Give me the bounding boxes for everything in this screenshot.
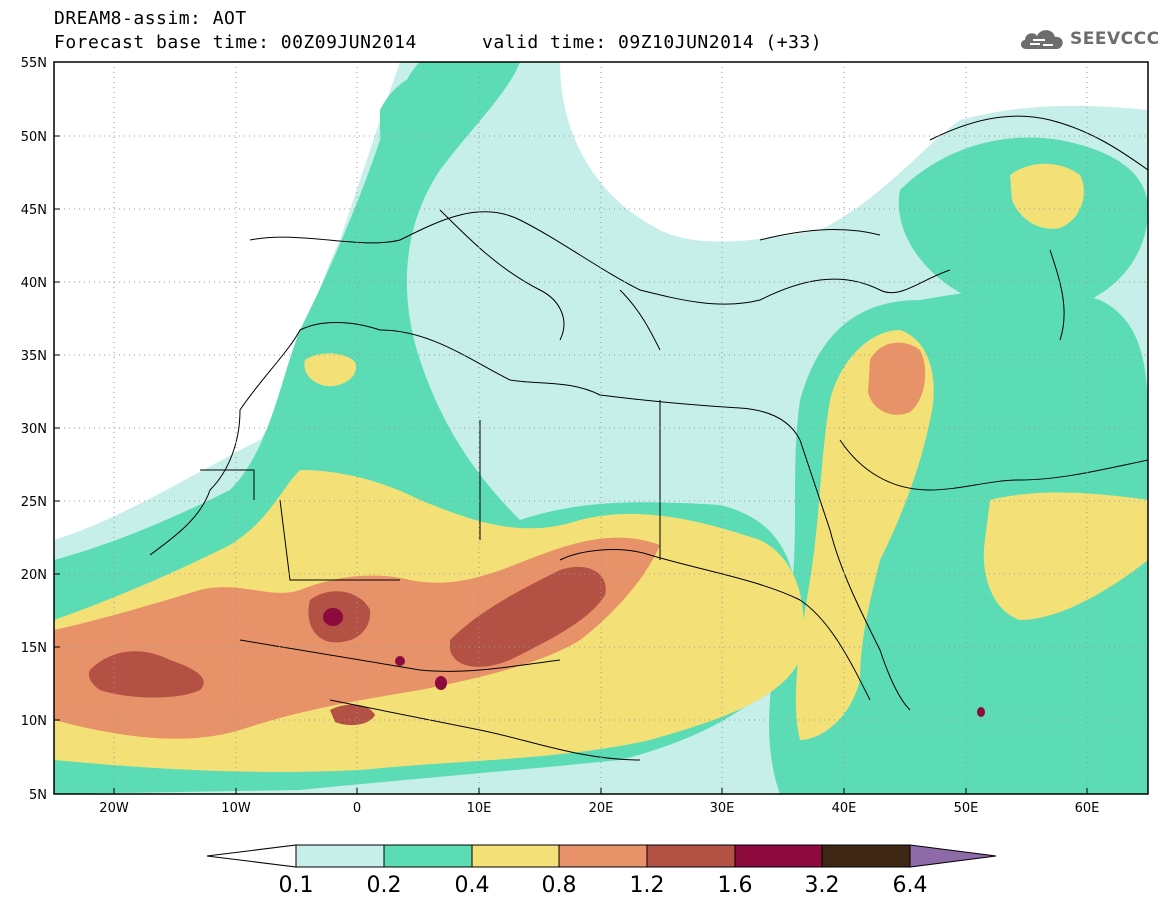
aot-field (54, 62, 1148, 794)
lon-label: 20W (99, 801, 129, 816)
colorbar-swatch (821, 844, 911, 868)
lon-label: 50E (954, 801, 979, 816)
colorbar-upper-arrow (909, 844, 997, 868)
valid-time: valid time: 09Z10JUN2014 (+33) (482, 32, 823, 53)
colorbar-lower-arrow (206, 844, 297, 868)
longitude-labels: 20W 10W 0 10E 20E 30E 40E 50E 60E (99, 801, 1099, 816)
colorbar-label: 0.1 (279, 873, 314, 898)
colorbar-swatch (295, 844, 385, 868)
lon-label: 0 (353, 801, 361, 816)
lon-label: 10E (467, 801, 492, 816)
lat-label: 50N (21, 130, 47, 145)
lat-label: 35N (21, 349, 47, 364)
latitude-labels: 55N 50N 45N 40N 35N 30N 25N 20N 15N 10N … (21, 56, 47, 803)
lon-label: 10W (221, 801, 251, 816)
lon-label: 60E (1075, 801, 1100, 816)
aot-band-1.2 (88, 566, 606, 726)
colorbar-swatch (734, 844, 823, 868)
lat-label: 5N (29, 788, 47, 803)
lon-label: 20E (589, 801, 614, 816)
colorbar-label: 6.4 (893, 873, 928, 898)
colorbar-label: 0.4 (455, 873, 490, 898)
axis-ticks (54, 61, 1088, 795)
colorbar-label: 1.6 (718, 873, 753, 898)
colorbar-label: 3.2 (805, 873, 840, 898)
colorbar-label: 0.2 (367, 873, 402, 898)
logo-text: SEEVCCC (1070, 29, 1160, 49)
forecast-base-time: Forecast base time: 00Z09JUN2014 (54, 32, 417, 53)
colorbar-label: 0.8 (542, 873, 577, 898)
colorbar-swatch (471, 844, 560, 868)
lat-label: 20N (21, 568, 47, 583)
lon-label: 40E (832, 801, 857, 816)
lat-label: 10N (21, 714, 47, 729)
lat-label: 30N (21, 422, 47, 437)
lat-label: 40N (21, 276, 47, 291)
map-title: DREAM8-assim: AOT (54, 8, 247, 29)
colorbar-swatch (558, 844, 648, 868)
lon-label: 30E (710, 801, 735, 816)
aot-band-0.8 (54, 342, 926, 739)
lat-label: 25N (21, 495, 47, 510)
colorbar: 0.1 0.2 0.4 0.8 1.2 1.6 3.2 6.4 (206, 844, 997, 898)
seevccc-logo: SEEVCCC (1018, 24, 1160, 54)
lat-label: 55N (21, 56, 47, 71)
coastlines (149, 115, 1148, 761)
lat-label: 45N (21, 203, 47, 218)
colorbar-label: 1.2 (630, 873, 665, 898)
cloud-icon (1020, 30, 1063, 49)
lat-lon-grid (54, 62, 1148, 794)
colorbar-swatch (383, 844, 473, 868)
colorbar-swatch (646, 844, 736, 868)
aot-band-1.6 (323, 608, 985, 717)
lat-label: 15N (21, 641, 47, 656)
